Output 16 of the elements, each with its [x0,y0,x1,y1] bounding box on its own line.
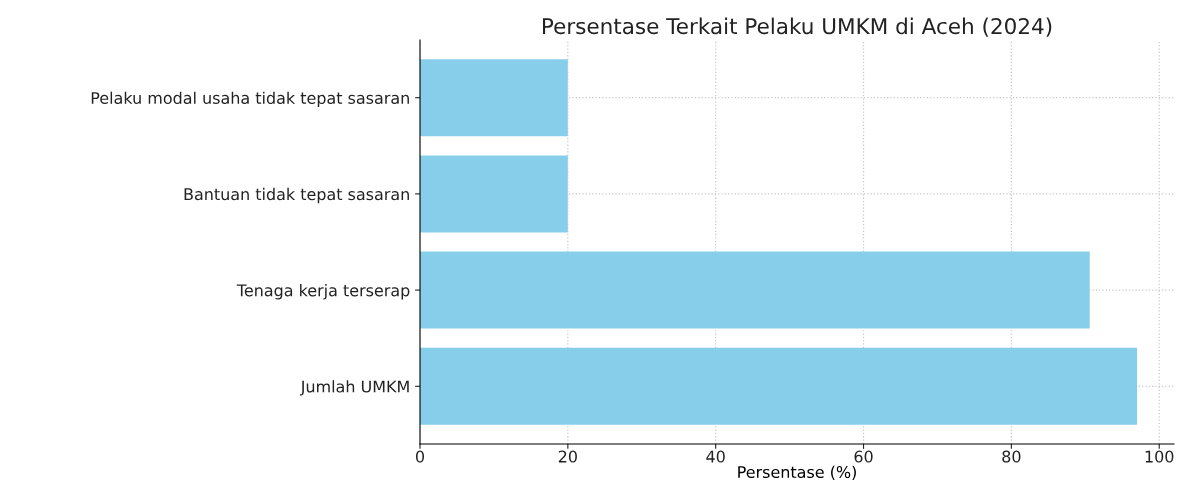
x-axis-title: Persentase (%) [738,465,856,480]
x-tick-label: 20 [558,450,577,463]
y-tick-label: Bantuan tidak tepat sasaran [184,187,409,204]
x-tick-label: 80 [1002,450,1021,463]
bar [420,59,568,137]
bar [420,251,1090,329]
x-tick-label: 60 [854,450,873,463]
bar [420,347,1138,425]
y-tick-label: Pelaku modal usaha tidak tepat sasaran [91,91,409,108]
y-tick-label: Tenaga kerja terserap [236,284,410,300]
x-tick-label: 100 [1145,450,1174,463]
y-tick-label: Jumlah UMKM [299,380,409,396]
x-tick-label: 40 [706,450,725,463]
chart-title: Persentase Terkait Pelaku UMKM di Aceh (2024) [543,17,1052,37]
x-tick-label: 0 [415,450,425,463]
bar [420,155,568,233]
